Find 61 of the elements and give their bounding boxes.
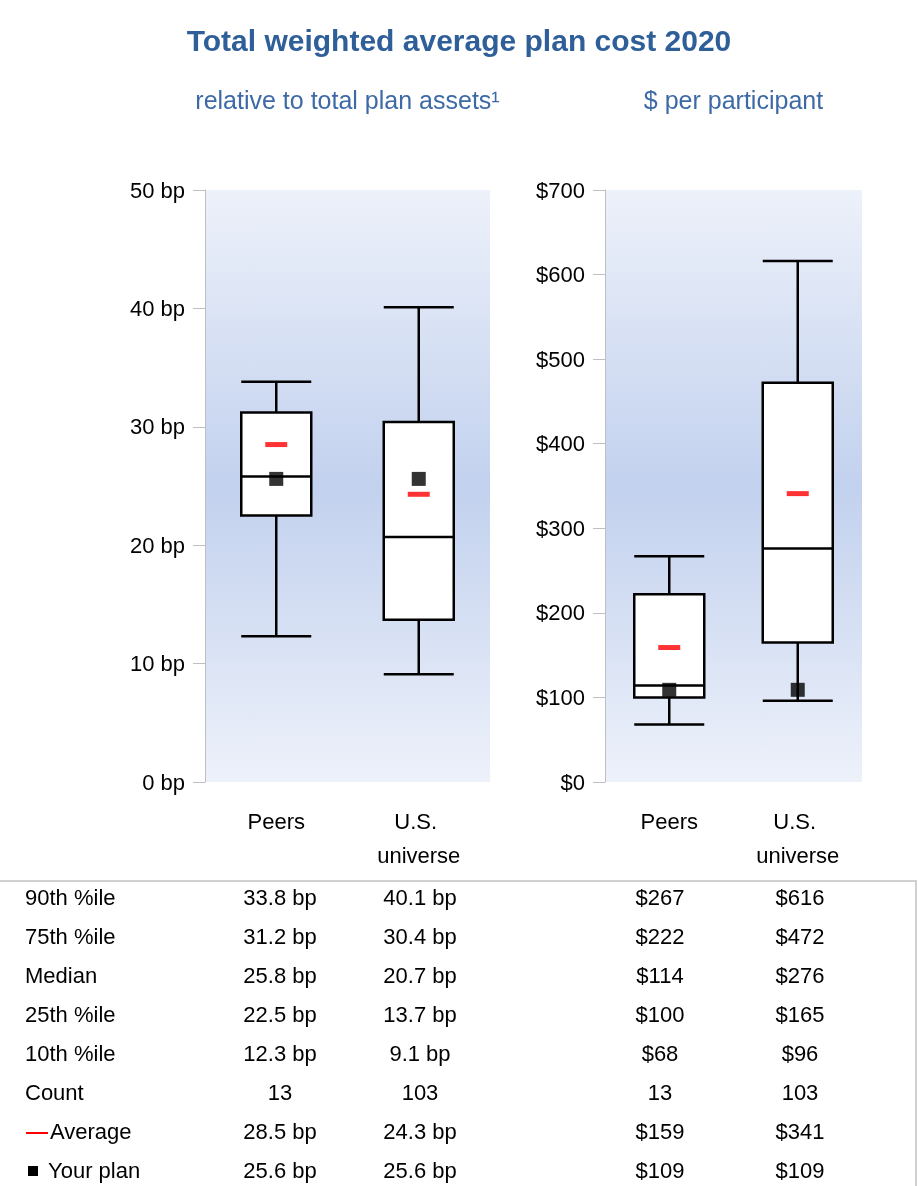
text: $114 xyxy=(636,963,684,989)
legend-label: Your plan xyxy=(48,1158,141,1184)
text: $267 xyxy=(635,885,685,911)
text: 103 xyxy=(401,1080,439,1106)
text: $472 xyxy=(775,924,825,950)
text: 13 xyxy=(267,1080,293,1106)
data-label: 25.6 bp xyxy=(243,1158,317,1184)
text: $341 xyxy=(775,1119,825,1145)
text: 33.8 bp xyxy=(243,885,317,911)
text: Median xyxy=(25,963,98,989)
text: 9.1 bp xyxy=(389,1041,451,1067)
text: $616 xyxy=(775,885,825,911)
text: 40.1 bp xyxy=(383,885,457,911)
x-tick-label: U.S. universe xyxy=(377,808,461,868)
text: 12.3 bp xyxy=(243,1041,317,1067)
text: 13 xyxy=(647,1080,673,1106)
y-tick-label: $400 xyxy=(536,431,585,457)
text: $222 xyxy=(635,924,685,950)
y-tick-label: $700 xyxy=(536,177,585,203)
chart-title: Total weighted average plan cost 2020 xyxy=(185,24,733,58)
text: 25th %ile xyxy=(25,1002,116,1028)
data-label: 25.6 bp xyxy=(383,1158,457,1184)
y-tick-label: $600 xyxy=(536,262,585,288)
y-tick-label: 30 bp xyxy=(129,414,185,440)
x-tick-label: U.S. universe xyxy=(756,808,840,868)
text: Count xyxy=(25,1080,84,1106)
data-label: $109 xyxy=(775,1158,825,1184)
text: 20.7 bp xyxy=(383,963,457,989)
data-label: $109 xyxy=(635,1158,685,1184)
text: 90th %ile xyxy=(25,885,116,911)
text: 31.2 bp xyxy=(243,924,317,950)
y-tick-label: 20 bp xyxy=(129,532,185,558)
text: $165 xyxy=(775,1002,825,1028)
text: 30.4 bp xyxy=(383,924,457,950)
x-tick-label: Peers xyxy=(640,808,698,834)
y-tick-label: $200 xyxy=(536,600,585,626)
y-tick-label: $0 xyxy=(560,769,585,795)
text: 24.3 bp xyxy=(383,1119,457,1145)
y-tick-label: $300 xyxy=(536,515,585,541)
text: 25.8 bp xyxy=(243,963,317,989)
text: Average xyxy=(50,1119,132,1145)
text: 103 xyxy=(781,1080,819,1106)
y-tick-label: $500 xyxy=(536,346,585,372)
text: 22.5 bp xyxy=(243,1002,317,1028)
y-tick-label: 40 bp xyxy=(129,295,185,321)
text: 10th %ile xyxy=(25,1041,116,1067)
text: $276 xyxy=(775,963,825,989)
text: $100 xyxy=(635,1002,685,1028)
text: 28.5 bp xyxy=(243,1119,317,1145)
text: $159 xyxy=(635,1119,685,1145)
text: 75th %ile xyxy=(25,924,116,950)
chart-subtitle: $ per participant xyxy=(643,86,824,115)
y-tick-label: 10 bp xyxy=(129,651,185,677)
text: 13.7 bp xyxy=(383,1002,457,1028)
y-tick-label: 50 bp xyxy=(129,177,185,203)
y-tick-label: $100 xyxy=(536,684,585,710)
chart-subtitle: relative to total plan assets¹ xyxy=(195,86,500,115)
x-tick-label: Peers xyxy=(247,808,305,834)
text: $68 xyxy=(641,1041,679,1067)
text: $96 xyxy=(781,1041,819,1067)
y-tick-label: 0 bp xyxy=(142,769,185,795)
